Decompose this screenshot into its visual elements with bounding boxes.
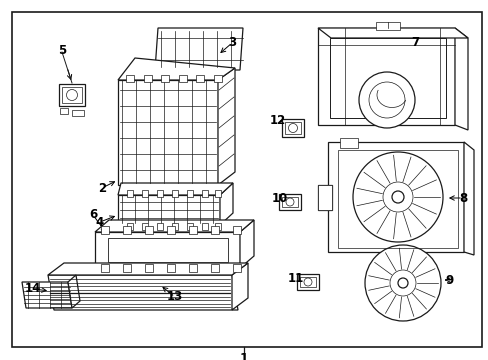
Polygon shape [48,263,247,275]
Polygon shape [145,264,153,272]
Circle shape [66,90,77,100]
Polygon shape [214,75,222,82]
Polygon shape [282,119,304,137]
Polygon shape [172,190,178,197]
Polygon shape [186,190,193,197]
Polygon shape [202,190,207,197]
Polygon shape [463,142,473,255]
Text: 6: 6 [89,208,97,221]
Circle shape [304,278,311,286]
Text: 8: 8 [458,192,466,204]
Polygon shape [127,190,133,197]
Polygon shape [101,264,109,272]
Polygon shape [220,183,232,225]
Polygon shape [189,226,197,234]
Polygon shape [68,275,80,308]
Polygon shape [186,223,193,230]
Polygon shape [48,275,238,310]
Polygon shape [72,110,84,116]
Polygon shape [155,28,243,70]
Text: 14: 14 [25,283,41,296]
Text: 7: 7 [410,36,418,49]
Polygon shape [327,142,463,252]
Polygon shape [232,264,241,272]
Polygon shape [145,226,153,234]
Polygon shape [218,68,235,185]
Polygon shape [196,75,203,82]
Polygon shape [118,195,220,225]
Polygon shape [279,194,301,210]
Polygon shape [142,223,148,230]
Text: 12: 12 [269,113,285,126]
Polygon shape [210,264,219,272]
Circle shape [382,182,412,212]
Polygon shape [285,122,301,134]
Polygon shape [126,75,134,82]
Polygon shape [108,238,227,262]
Polygon shape [299,277,315,287]
Polygon shape [123,264,131,272]
Polygon shape [118,183,232,195]
Polygon shape [329,38,445,118]
Circle shape [389,270,415,296]
Polygon shape [215,190,221,197]
Text: 4: 4 [96,216,104,229]
Text: 5: 5 [58,44,66,57]
Polygon shape [127,223,133,230]
Polygon shape [59,84,85,106]
Polygon shape [62,87,82,103]
Polygon shape [157,190,163,197]
Polygon shape [118,80,218,185]
Polygon shape [215,223,221,230]
Text: 10: 10 [271,192,287,204]
Polygon shape [157,223,163,230]
Polygon shape [179,75,186,82]
Polygon shape [172,223,178,230]
Circle shape [368,82,404,118]
Text: 11: 11 [287,271,304,284]
Circle shape [288,123,297,132]
Polygon shape [231,263,247,310]
Polygon shape [101,226,109,234]
Text: 9: 9 [444,274,452,287]
Polygon shape [123,226,131,234]
Circle shape [364,245,440,321]
Polygon shape [317,185,331,210]
Text: 3: 3 [227,36,236,49]
Polygon shape [189,264,197,272]
Polygon shape [317,185,331,210]
Circle shape [358,72,414,128]
Polygon shape [375,22,399,30]
Polygon shape [167,264,175,272]
Polygon shape [142,190,148,197]
Polygon shape [317,28,467,38]
Polygon shape [232,226,241,234]
Circle shape [397,278,407,288]
Polygon shape [454,28,467,130]
Text: 13: 13 [166,291,183,303]
Circle shape [391,191,403,203]
Polygon shape [240,220,253,268]
Polygon shape [296,274,318,290]
Polygon shape [22,282,72,308]
Text: 2: 2 [98,181,106,194]
Polygon shape [317,28,454,125]
Circle shape [352,152,442,242]
Polygon shape [143,75,152,82]
Circle shape [285,198,293,206]
Polygon shape [60,108,68,114]
Polygon shape [202,223,207,230]
Polygon shape [339,138,357,148]
Text: 1: 1 [239,351,248,360]
Polygon shape [161,75,169,82]
Polygon shape [95,220,253,232]
Polygon shape [167,226,175,234]
Polygon shape [282,197,297,207]
Polygon shape [210,226,219,234]
Polygon shape [118,58,235,80]
Polygon shape [95,232,240,268]
